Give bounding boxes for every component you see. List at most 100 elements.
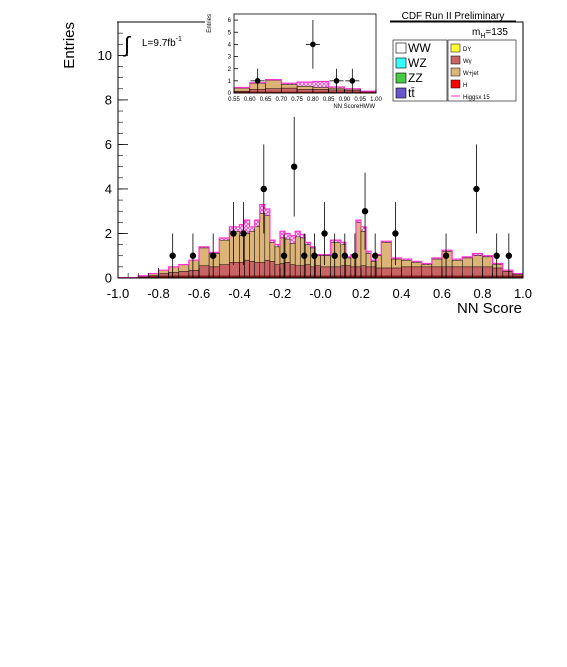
background-base-bar <box>401 275 412 278</box>
higgs-x15-hatch <box>254 220 260 227</box>
background-base-bar <box>320 275 331 278</box>
background-base-bar <box>285 275 291 278</box>
data-point <box>331 252 338 259</box>
higgs-x15-hatch <box>297 82 313 87</box>
background-base-bar <box>312 91 329 93</box>
data-point <box>169 252 176 259</box>
legend-label: Wγ <box>463 59 472 65</box>
data-point <box>321 230 328 237</box>
data-point <box>240 230 247 237</box>
y-tick-label: 1 <box>228 79 232 85</box>
main-y-ticks: 0 2 4 6 8 10 <box>98 21 128 286</box>
background-base-bar <box>274 275 280 278</box>
higgs-x15-hatch <box>244 220 250 234</box>
x-tick-label: 1.0 <box>514 286 532 301</box>
inset-data-points <box>250 20 360 93</box>
inset-y-axis-label: Entries <box>207 14 213 33</box>
data-point <box>290 163 298 170</box>
legend-swatch <box>395 57 407 69</box>
data-point <box>209 252 217 259</box>
background-base-bar <box>310 275 316 278</box>
background-base-bar <box>371 275 377 278</box>
data-point <box>310 41 316 48</box>
main-plot: -1.0 -0.8 -0.6 -0.4 -0.2 -0.0 0.2 0.4 0.6 0.8 1.0 … <box>61 11 532 317</box>
background-base-bar <box>315 275 321 278</box>
background-base-bar <box>381 275 392 278</box>
legend-swatch <box>450 67 461 77</box>
data-point <box>311 252 318 259</box>
higgs-x15-hatch <box>330 240 341 243</box>
higgs-x15-hatch <box>295 231 301 237</box>
data-point <box>260 185 267 193</box>
higgs-x15-hatch <box>269 240 275 243</box>
background-base-bar <box>269 275 275 278</box>
background-base-bar <box>219 275 230 278</box>
x-tick-label: 0.90 <box>339 97 351 103</box>
background-base-bar <box>234 91 250 93</box>
main-x-ticks: -1.0 -0.8 -0.6 -0.4 -0.2 -0.0 0.2 0.4 0.6 0.8 1.0 <box>107 268 532 301</box>
background-base-bar <box>249 275 255 278</box>
x-tick-label: -1.0 <box>107 286 129 301</box>
data-point <box>442 252 450 259</box>
x-tick-label: 1.00 <box>370 97 382 103</box>
data-point <box>505 252 513 259</box>
data-point <box>349 78 356 84</box>
y-tick-label: 6 <box>105 137 112 152</box>
background-base-bar <box>209 275 220 278</box>
y-tick-label: 8 <box>105 92 112 107</box>
background-base-bar <box>442 275 453 278</box>
background-base-bar <box>297 91 313 93</box>
background-base-bar <box>239 275 245 278</box>
higgs-x15-hatch <box>366 251 372 254</box>
wgamma-bar <box>249 261 255 279</box>
data-point <box>189 252 197 259</box>
main-data-points <box>169 116 513 278</box>
data-point <box>230 230 237 237</box>
higgs-x15-hatch <box>229 226 240 232</box>
background-base-bar <box>361 275 367 278</box>
lumi-text: L=9.7fb-1 <box>142 36 182 49</box>
y-tick-label: 0 <box>228 91 232 97</box>
y-tick-label: 0 <box>105 271 112 286</box>
x-tick-label: 0.4 <box>392 286 410 301</box>
x-axis-label: NN Score <box>457 300 522 317</box>
background-base-bar <box>340 275 346 278</box>
background-base-bar <box>431 275 442 278</box>
x-tick-label: -0.8 <box>147 286 169 301</box>
background-base-bar <box>168 275 179 278</box>
background-base-bar <box>472 275 483 278</box>
higgs-x15-hatch <box>290 235 296 244</box>
x-tick-label: 0.75 <box>291 97 303 103</box>
background-base-bar <box>512 275 523 278</box>
legend-label: W+jet <box>463 71 479 77</box>
inset-plot: 0.55 0.60 0.65 0.70 0.75 0.80 0.85 0.90 0.95 1.00… <box>205 7 390 110</box>
y-tick-label: 2 <box>228 67 232 73</box>
luminosity-label: ∫ L=9.7fb-1 <box>117 21 194 57</box>
higgs-x15-line <box>118 203 523 279</box>
background-base-bar <box>305 275 311 278</box>
background-base-bar <box>254 275 260 278</box>
higgs-x15-hatch <box>274 244 280 247</box>
higgs-x15-hatch <box>264 208 270 216</box>
background-base-bar <box>355 275 361 278</box>
background-base-bar <box>300 275 306 278</box>
x-tick-label: 0.55 <box>228 97 240 103</box>
legend-label: WZ <box>408 56 427 70</box>
inset-frame <box>233 13 377 94</box>
data-point <box>392 230 399 237</box>
background-base-bar <box>265 91 282 93</box>
background-base-bar <box>502 275 513 278</box>
background-base-bar <box>290 275 296 278</box>
higgs-x15-hatch <box>249 226 255 232</box>
legend-label: Higgsx 15 <box>463 95 490 101</box>
background-base-bar <box>158 275 169 278</box>
data-point <box>371 252 379 259</box>
wgamma-bar <box>244 259 250 279</box>
legend-label: H <box>463 83 467 89</box>
higgs-x15-hatch <box>355 220 361 223</box>
data-point <box>493 252 500 259</box>
background-base-bar <box>482 275 493 278</box>
background-base-bar <box>138 276 149 278</box>
